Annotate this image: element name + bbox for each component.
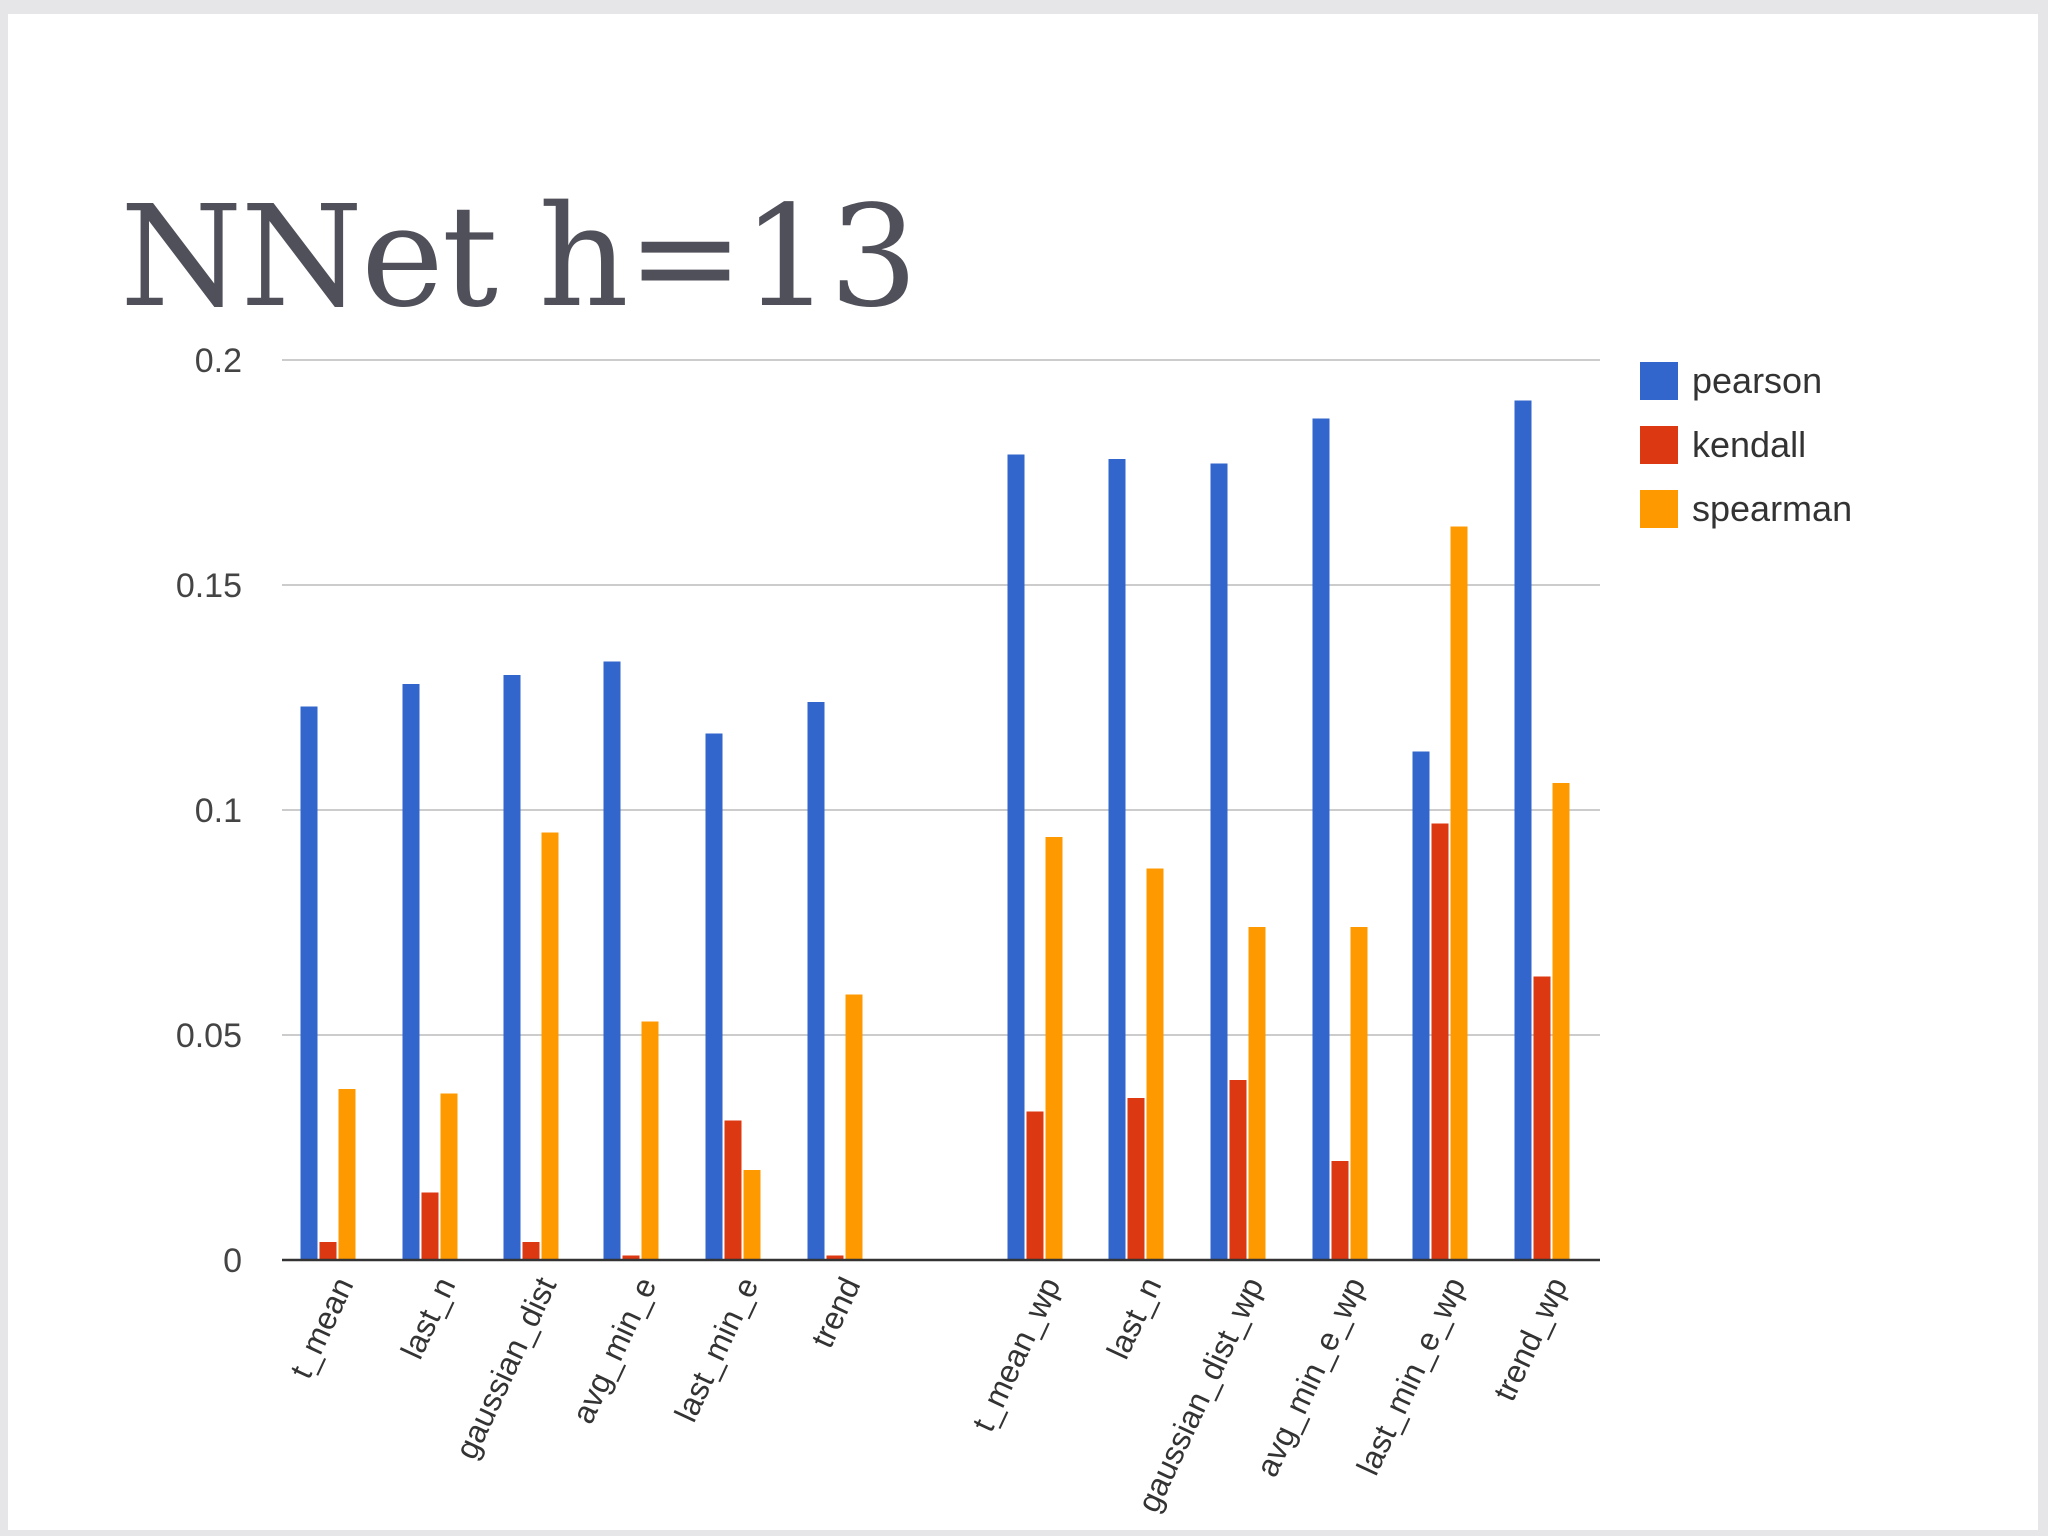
- bar-pearson-7: [1108, 459, 1126, 1260]
- bar-kendall-11: [1533, 976, 1551, 1260]
- bar-spearman-5: [845, 994, 863, 1260]
- slide-title: NNet h=13: [120, 176, 918, 339]
- bar-spearman-7: [1146, 868, 1164, 1260]
- bar-kendall-3: [622, 1255, 640, 1260]
- bar-spearman-3: [641, 1021, 659, 1260]
- bar-spearman-2: [541, 832, 559, 1260]
- bar-spearman-4: [743, 1170, 761, 1260]
- bar-kendall-8: [1229, 1080, 1247, 1260]
- bar-spearman-10: [1450, 526, 1468, 1260]
- bar-spearman-11: [1552, 783, 1570, 1260]
- chart-legend: pearson kendall spearman: [1640, 360, 1852, 529]
- bar-spearman-1: [440, 1093, 458, 1260]
- bar-kendall-0: [319, 1242, 337, 1260]
- y-axis-ticks: 0 0.05 0.1 0.15 0.2: [176, 342, 242, 1280]
- legend-swatch-pearson: [1640, 362, 1678, 400]
- chart-grid: [282, 359, 1600, 1036]
- bar-pearson-4: [705, 733, 723, 1260]
- legend-swatch-kendall: [1640, 426, 1678, 464]
- bar-pearson-0: [300, 706, 318, 1260]
- bar-pearson-2: [503, 675, 521, 1260]
- bar-kendall-6: [1026, 1111, 1044, 1260]
- bar-kendall-10: [1431, 823, 1449, 1260]
- bar-spearman-6: [1045, 837, 1063, 1260]
- legend-label-pearson: pearson: [1692, 360, 1822, 401]
- y-tick-label: 0.1: [195, 792, 242, 830]
- bar-kendall-5: [826, 1255, 844, 1260]
- bar-spearman-0: [338, 1089, 356, 1260]
- bar-pearson-6: [1007, 454, 1025, 1260]
- bar-kendall-7: [1127, 1098, 1145, 1260]
- bar-pearson-8: [1210, 463, 1228, 1260]
- y-tick-label: 0.2: [195, 342, 242, 380]
- bar-pearson-10: [1412, 751, 1430, 1260]
- bar-pearson-5: [807, 702, 825, 1260]
- bar-pearson-9: [1312, 418, 1330, 1260]
- y-tick-label: 0.15: [176, 567, 242, 605]
- bar-spearman-8: [1248, 927, 1266, 1260]
- y-tick-label: 0.05: [176, 1017, 242, 1055]
- legend-swatch-spearman: [1640, 490, 1678, 528]
- bar-kendall-9: [1331, 1161, 1349, 1260]
- bar-kendall-1: [421, 1192, 439, 1260]
- chart-bars: [300, 400, 1570, 1260]
- y-tick-label: 0: [223, 1242, 242, 1280]
- bar-kendall-4: [724, 1120, 742, 1260]
- bar-pearson-1: [402, 684, 420, 1260]
- bar-pearson-11: [1514, 400, 1532, 1260]
- bar-pearson-3: [603, 661, 621, 1260]
- legend-label-kendall: kendall: [1692, 424, 1806, 465]
- legend-label-spearman: spearman: [1692, 488, 1852, 529]
- bar-kendall-2: [522, 1242, 540, 1260]
- bar-spearman-9: [1350, 927, 1368, 1260]
